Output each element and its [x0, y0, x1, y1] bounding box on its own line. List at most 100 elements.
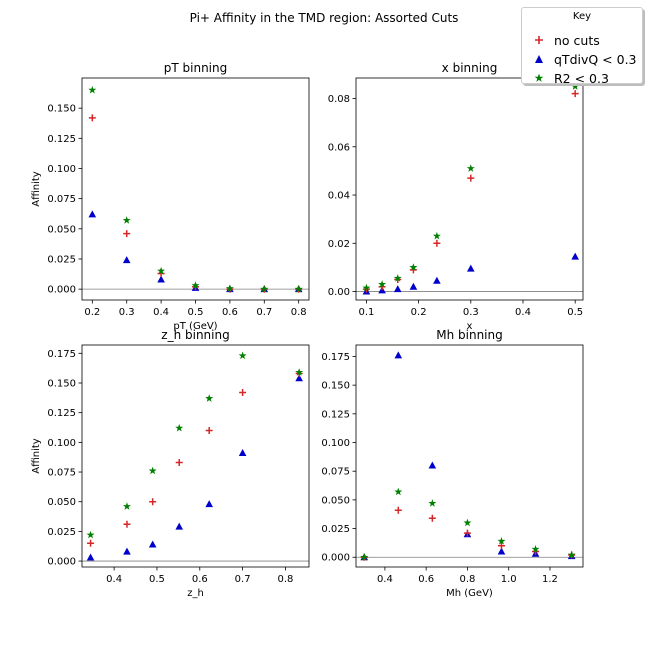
x-tick-label: 0.1 — [358, 307, 374, 318]
x-tick-label: 0.3 — [119, 307, 135, 318]
point-r2 — [88, 85, 97, 94]
y-tick-label: 0.050 — [47, 497, 76, 508]
point-r2 — [122, 502, 131, 510]
legend-label: qTdivQ < 0.3 — [554, 51, 637, 67]
point-r2 — [238, 351, 247, 360]
point-no-cuts — [87, 539, 95, 547]
subplot-1: 0.1 0.2 0.3 0.4 0.5 0.00 0.02 0.04 0.06 0.08 x bin… — [328, 61, 584, 332]
point-r2 — [393, 274, 402, 282]
point-no-cuts — [205, 426, 213, 434]
point-r2 — [362, 283, 371, 292]
point-r2 — [463, 518, 472, 527]
subplot-title: z_h binning — [161, 328, 229, 342]
point-no-cuts — [394, 506, 402, 514]
y-tick-label: 0.08 — [328, 94, 350, 105]
y-tick-label: 0.100 — [321, 438, 350, 449]
point-r2 — [205, 394, 214, 402]
x-tick-label: 0.4 — [153, 307, 169, 318]
y-tick-label: 0.02 — [328, 239, 350, 250]
x-tick-label: 0.8 — [459, 574, 475, 585]
point-qtdivq — [394, 351, 403, 359]
point-r2 — [497, 536, 506, 545]
point-no-cuts — [149, 498, 157, 506]
point-r2 — [466, 164, 475, 172]
x-tick-label: 0.5 — [149, 574, 165, 585]
point-r2 — [432, 231, 441, 240]
x-tick-label: 0.8 — [277, 574, 293, 585]
point-r2 — [225, 284, 234, 292]
subplot-0: 0.2 0.3 0.4 0.5 0.6 0.7 0.8 0.000 0.025 0.050 0.07… — [31, 61, 310, 332]
legend-label: R2 < 0.3 — [554, 70, 609, 86]
x-tick-label: 1.0 — [501, 574, 517, 585]
point-r2 — [360, 553, 369, 561]
point-no-cuts — [433, 239, 441, 247]
point-no-cuts — [88, 114, 96, 122]
figure-title: Pi+ Affinity in the TMD region: Assorted… — [189, 11, 459, 25]
x-tick-label: 0.5 — [188, 307, 204, 318]
y-axis-label: Affinity — [31, 438, 42, 474]
subplot-title: pT binning — [164, 61, 227, 75]
x-axis-label: pT (GeV) — [173, 321, 217, 332]
x-tick-label: 0.4 — [377, 574, 393, 585]
y-tick-label: 0.075 — [47, 194, 76, 205]
x-axis-label: x — [467, 321, 473, 332]
x-tick-label: 0.6 — [418, 574, 434, 585]
point-r2 — [409, 263, 418, 271]
y-tick-label: 0.06 — [328, 142, 350, 153]
point-qtdivq — [393, 285, 402, 293]
y-tick-label: 0.000 — [321, 553, 350, 564]
subplot-title: Mh binning — [436, 328, 503, 342]
point-r2 — [571, 82, 580, 90]
point-r2 — [260, 284, 269, 293]
y-tick-label: 0.150 — [321, 381, 350, 392]
point-qtdivq — [467, 264, 475, 272]
point-r2 — [567, 550, 576, 559]
subplot-3: 0.4 0.6 0.8 1.0 1.2 0.000 0.025 0.050 0.075 0.100… — [321, 328, 584, 599]
plot-frame — [81, 77, 310, 301]
legend: Key no cuts qTdivQ < 0.3 R2 < 0.3 — [521, 7, 643, 86]
x-tick-label: 1.2 — [542, 574, 558, 585]
legend-entry-qtdivq: qTdivQ < 0.3 — [530, 51, 637, 67]
y-axis-label: Affinity — [31, 171, 42, 207]
point-qtdivq — [428, 461, 437, 469]
point-r2 — [122, 216, 131, 224]
point-r2 — [294, 284, 303, 293]
x-tick-label: 0.8 — [291, 307, 307, 318]
point-no-cuts — [175, 459, 183, 467]
point-qtdivq — [175, 522, 184, 530]
y-tick-label: 0.175 — [321, 352, 350, 363]
x-tick-label: 0.2 — [84, 307, 100, 318]
point-no-cuts — [571, 90, 579, 98]
point-r2 — [378, 280, 387, 288]
point-qtdivq — [497, 547, 506, 555]
y-tick-label: 0.175 — [47, 349, 76, 360]
y-tick-label: 0.075 — [321, 467, 350, 478]
point-qtdivq — [157, 275, 165, 283]
y-tick-label: 0.125 — [47, 408, 76, 419]
point-r2 — [157, 266, 166, 275]
plot-frame — [355, 77, 584, 301]
point-no-cuts — [497, 542, 505, 550]
x-tick-label: 0.7 — [235, 574, 251, 585]
point-qtdivq — [123, 547, 131, 555]
y-tick-label: 0.125 — [47, 134, 76, 145]
y-tick-label: 0.025 — [321, 524, 350, 535]
point-no-cuts — [239, 388, 247, 396]
y-tick-label: 0.025 — [47, 527, 76, 538]
legend-entry-r2: R2 < 0.3 — [530, 70, 609, 86]
point-no-cuts — [428, 514, 436, 522]
point-qtdivq — [88, 210, 97, 218]
y-tick-label: 0.050 — [321, 495, 350, 506]
y-tick-label: 0.050 — [47, 224, 76, 235]
point-r2 — [191, 281, 200, 289]
y-tick-label: 0.100 — [47, 438, 76, 449]
star-marker-icon — [530, 71, 548, 85]
y-tick-label: 0.025 — [47, 254, 76, 265]
x-tick-label: 0.3 — [463, 307, 479, 318]
legend-entry-no-cuts: no cuts — [530, 32, 600, 48]
point-r2 — [295, 368, 304, 376]
y-tick-label: 0.000 — [47, 557, 76, 568]
x-tick-label: 0.5 — [567, 307, 583, 318]
point-r2 — [148, 466, 157, 475]
point-qtdivq — [295, 374, 303, 382]
